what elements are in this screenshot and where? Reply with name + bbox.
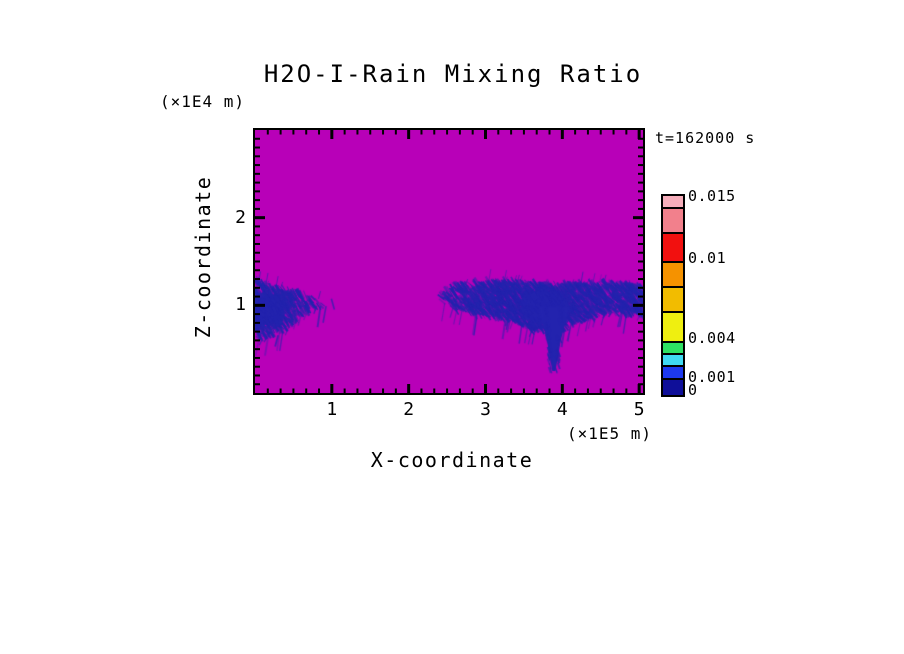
chart-title: H2O-I-Rain Mixing Ratio [263, 60, 643, 88]
plot-area [253, 128, 645, 395]
time-annotation: t=162000 s [655, 129, 756, 147]
colorbar-tick-label: 0 [688, 381, 698, 399]
colorbar-tick-label: 0.015 [688, 187, 736, 205]
axis-ticks [255, 130, 643, 393]
colorbar-cell-green [663, 343, 683, 355]
x-tick-label: 5 [633, 399, 645, 420]
colorbar-tick-label: 0.004 [688, 329, 736, 347]
colorbar-cell-red [663, 234, 683, 263]
x-tick-label: 1 [326, 399, 338, 420]
x-tick-label: 2 [403, 399, 415, 420]
x-tick-label: 3 [480, 399, 491, 420]
z-tick-label: 2 [235, 206, 246, 228]
colorbar-cell-blue [663, 367, 683, 380]
colorbar-cell-salmon [663, 209, 683, 234]
y-axis-unit: (×1E4 m) [160, 92, 246, 111]
x-axis-label: X-coordinate [370, 448, 534, 472]
colorbar-cell-orange [663, 263, 683, 288]
colorbar-cell-cyan [663, 355, 683, 367]
x-axis-unit: (×1E5 m) [567, 424, 653, 443]
colorbar-cell-navy [663, 380, 683, 395]
z-tick-label: 1 [235, 294, 246, 316]
x-tick-label: 4 [556, 399, 568, 420]
heatmap-canvas [255, 130, 643, 393]
z-axis-label: Z-coordinate [191, 175, 215, 339]
colorbar-tick-label: 0.01 [688, 249, 727, 267]
colorbar-cell-yellow [663, 313, 683, 343]
colorbar-tick-label: 0.001 [688, 368, 736, 386]
colorbar [661, 194, 685, 397]
colorbar-cell-amber [663, 288, 683, 313]
colorbar-cell-light-pink [663, 196, 683, 209]
